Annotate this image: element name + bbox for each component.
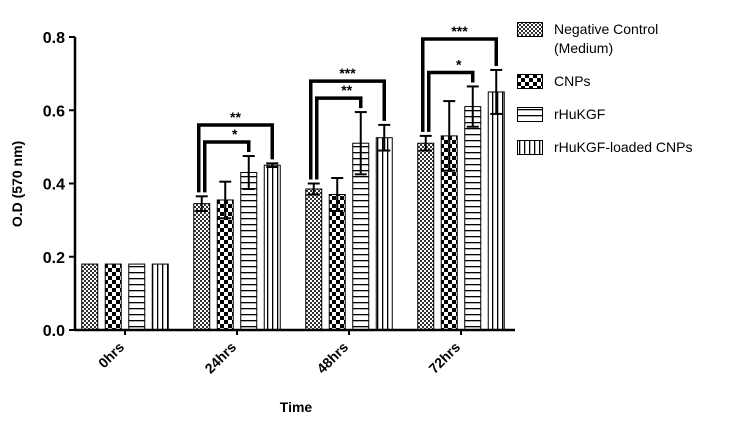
bar [104, 263, 122, 331]
error-bar [490, 68, 503, 115]
bracket-line [197, 123, 274, 193]
legend-swatch-fill [517, 107, 543, 122]
bracket-line [421, 37, 498, 132]
significance-label: * [456, 56, 462, 72]
bar [375, 137, 393, 331]
significance-label: ** [341, 82, 352, 98]
x-tick-label: 0hrs [95, 339, 127, 371]
error-bar [307, 182, 320, 196]
error-bar [331, 177, 344, 212]
significance-bracket: *** [309, 65, 386, 180]
legend-swatch [517, 22, 543, 37]
error-bar [378, 123, 391, 152]
error-bar [219, 180, 232, 220]
bar [487, 91, 505, 331]
legend-label: rHuKGF-loaded CNPs [554, 139, 693, 155]
bracket-line [427, 70, 475, 132]
y-tick-label: 0.4 [43, 177, 65, 194]
bar [417, 142, 435, 331]
x-tick-label: 48hrs [313, 339, 351, 377]
y-tick-label: 0.6 [43, 103, 65, 120]
x-tick-label: 72hrs [425, 339, 463, 377]
legend: Negative Control (Medium) CNPs rHuKGF rHuKG… [517, 20, 717, 171]
x-axis-title: Time [280, 399, 313, 415]
legend-item: rHuKGF [517, 105, 717, 124]
bar [464, 106, 482, 331]
significance-bracket: * [427, 56, 475, 132]
y-tick-label: 0.2 [43, 250, 65, 267]
legend-item: Negative Control (Medium) [517, 20, 717, 58]
legend-swatch-fill [517, 74, 543, 89]
y-tick-label: 0.8 [43, 30, 65, 47]
y-axis-title: O.D (570 nm) [9, 141, 25, 227]
error-bar [466, 85, 479, 128]
error-bar [354, 111, 367, 176]
significance-label: * [232, 126, 238, 142]
legend-swatch [517, 74, 543, 89]
legend-label: rHuKGF [554, 106, 606, 122]
significance-label: *** [451, 23, 468, 39]
bar [81, 263, 99, 331]
y-tick-label: 0.0 [43, 323, 65, 340]
bar [305, 188, 323, 331]
significance-bracket: *** [421, 23, 498, 132]
error-bar [242, 155, 255, 190]
legend-label: Negative Control (Medium) [554, 21, 659, 56]
bracket-line [315, 96, 363, 180]
legend-swatch [517, 140, 543, 155]
legend-item: CNPs [517, 72, 717, 91]
significance-bracket: * [203, 126, 251, 193]
bar [240, 172, 258, 331]
significance-bracket: ** [197, 109, 274, 193]
error-bar [419, 134, 432, 152]
significance-label: ** [230, 109, 241, 125]
bar [216, 199, 234, 331]
bracket-line [309, 79, 386, 180]
significance-bracket: ** [315, 82, 363, 180]
bar [128, 263, 146, 331]
legend-swatch [517, 107, 543, 122]
legend-swatch-fill [517, 22, 543, 37]
legend-item: rHuKGF-loaded CNPs [517, 138, 717, 157]
x-tick-label: 24hrs [201, 339, 239, 377]
bar [263, 164, 281, 331]
error-bar [266, 162, 279, 169]
bracket-line [203, 140, 251, 193]
bar [193, 203, 211, 331]
error-bar [195, 195, 208, 212]
legend-label: CNPs [554, 73, 591, 89]
significance-label: *** [339, 65, 356, 81]
bar [328, 193, 346, 331]
legend-swatch-fill [517, 140, 543, 155]
error-bar [443, 100, 456, 172]
bar [151, 263, 169, 331]
